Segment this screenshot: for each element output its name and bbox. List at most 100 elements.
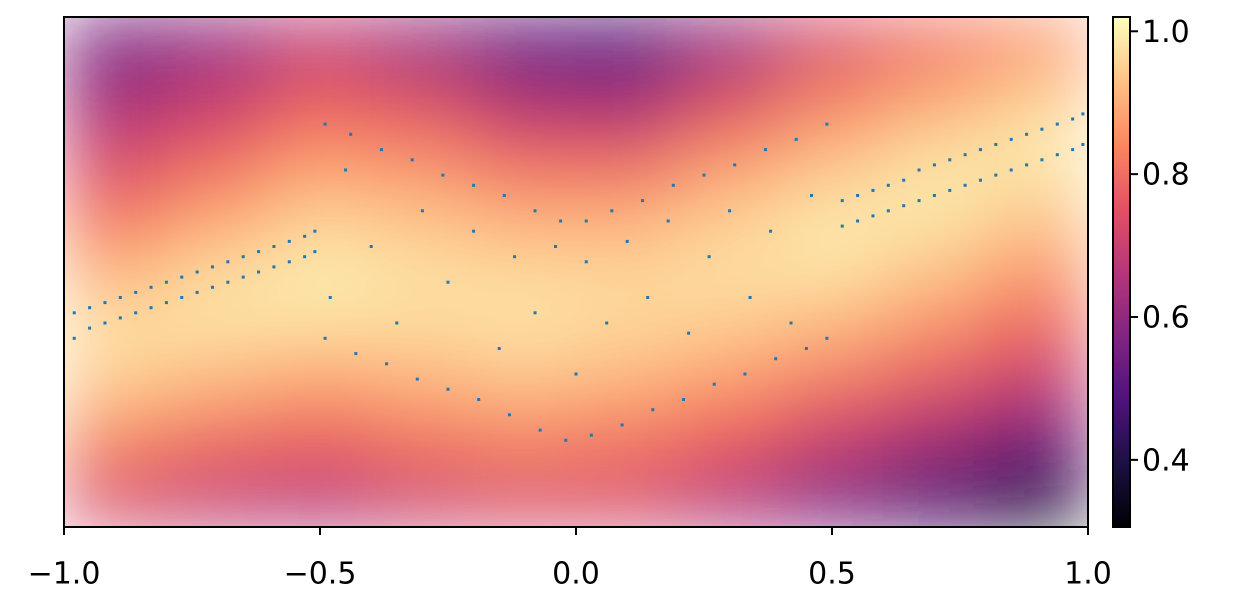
scatter-point: [241, 255, 245, 259]
heatmap-cell: [370, 424, 475, 477]
scatter-point: [303, 255, 307, 259]
scatter-point: [871, 188, 875, 192]
scatter-point: [502, 194, 506, 197]
scatter-point: [774, 357, 778, 361]
scatter-point: [769, 229, 773, 233]
heatmap-cell: [64, 373, 167, 426]
scatter-point: [856, 219, 860, 223]
heatmap-cell: [780, 424, 884, 477]
heatmap-cell: [268, 424, 372, 477]
heatmap-cell: [780, 169, 884, 222]
heatmap-cell: [677, 169, 782, 222]
scatter-point: [763, 148, 767, 152]
scatter-point: [666, 219, 670, 223]
scatter-point: [257, 270, 261, 274]
scatter-point: [195, 290, 199, 294]
scatter-point: [1081, 143, 1085, 146]
heatmap-cell: [882, 475, 987, 527]
heatmap-cell: [780, 475, 884, 527]
scatter-point: [932, 163, 936, 167]
scatter-point: [825, 336, 829, 340]
scatter-point: [395, 321, 399, 325]
scatter-point: [554, 245, 558, 248]
scatter-point: [88, 306, 92, 310]
heatmap-cell: [575, 169, 679, 222]
scatter-point: [728, 209, 732, 213]
scatter-point: [871, 214, 875, 218]
scatter-point: [733, 163, 737, 167]
heatmap-cell: [370, 220, 475, 273]
scatter-point: [840, 224, 844, 228]
scatter-point: [210, 265, 214, 269]
heatmap-cell: [165, 220, 270, 273]
heatmap-cell: [575, 424, 679, 477]
scatter-point: [605, 321, 609, 325]
scatter-point: [707, 255, 711, 259]
heatmap-cell: [370, 17, 475, 69]
scatter-point: [134, 311, 138, 315]
scatter-point: [712, 382, 716, 386]
heatmap-cell: [677, 271, 782, 324]
heatmap-cell: [985, 220, 1088, 273]
heatmap-cell: [882, 17, 987, 69]
heatmap-cell: [677, 17, 782, 69]
scatter-point: [687, 331, 691, 335]
scatter-point: [103, 321, 107, 325]
scatter-point: [1071, 117, 1075, 121]
scatter-point: [441, 173, 445, 177]
scatter-point: [702, 173, 706, 177]
scatter-point: [354, 352, 358, 356]
heatmap-cell: [473, 424, 577, 477]
heatmap-cell: [370, 67, 475, 120]
scatter-point: [625, 239, 629, 243]
heatmap-cell: [473, 169, 577, 222]
heatmap-cell: [64, 475, 167, 527]
scatter-point: [118, 316, 122, 320]
heatmap-cell: [882, 118, 987, 171]
axes: −1.0 −0.5 0.0 0.5 1.0 0.4 0.6 0.8 1.0: [28, 15, 1190, 592]
scatter-point: [533, 311, 537, 315]
scatter-point: [410, 158, 414, 162]
heatmap-cell: [64, 17, 167, 69]
scatter-point: [323, 336, 327, 340]
heatmap-cell: [370, 169, 475, 222]
scatter-point: [472, 183, 476, 187]
scatter-point: [1009, 168, 1013, 172]
heatmap-cell: [64, 118, 167, 171]
heatmap-cell: [165, 424, 270, 477]
x-tick-label: −0.5: [284, 557, 357, 592]
scatter-point: [978, 148, 982, 152]
scatter-point: [415, 377, 419, 381]
scatter-point: [810, 194, 814, 197]
scatter-point: [313, 229, 317, 233]
heatmap-cell: [165, 373, 270, 426]
scatter-point: [72, 336, 76, 340]
colorbar-tick-label: 0.8: [1142, 158, 1190, 193]
scatter-point: [446, 387, 450, 391]
heatmap-cell: [985, 67, 1088, 120]
heatmap-cell: [165, 17, 270, 69]
scatter-point: [559, 219, 563, 223]
heatmap-cell: [677, 322, 782, 375]
scatter-point: [1071, 148, 1075, 152]
heatmap-cell: [473, 17, 577, 69]
heatmap-cell: [473, 67, 577, 120]
scatter-point: [978, 178, 982, 182]
heatmap-cell: [985, 373, 1088, 426]
heatmap-cell: [370, 475, 475, 527]
heatmap-cell: [882, 424, 987, 477]
scatter-point: [1025, 163, 1029, 167]
scatter-point: [477, 398, 481, 401]
scatter-point: [195, 270, 199, 274]
scatter-point: [1040, 127, 1044, 131]
heatmap-cell: [165, 322, 270, 375]
heatmap-cell: [473, 118, 577, 171]
scatter-point: [385, 362, 389, 366]
scatter-point: [287, 260, 291, 264]
scatter-point: [513, 255, 517, 259]
heatmap-cell: [985, 169, 1088, 222]
scatter-point: [963, 153, 967, 157]
heatmap-cell: [268, 475, 372, 527]
scatter-point: [1055, 122, 1059, 126]
